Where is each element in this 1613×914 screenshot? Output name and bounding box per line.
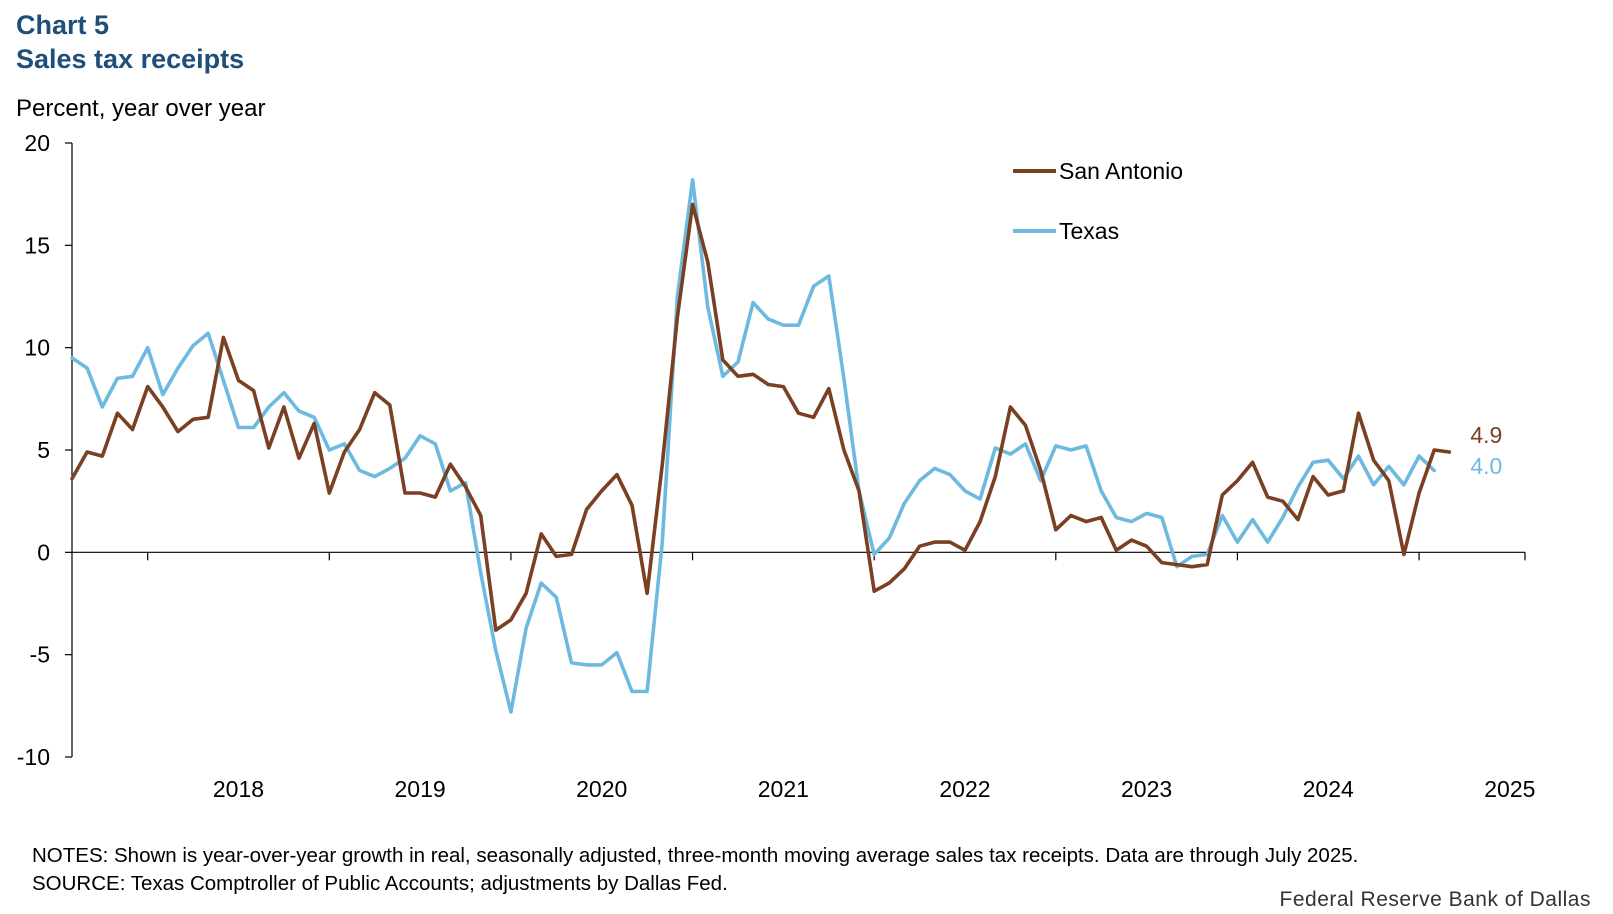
y-tick-label: -10 <box>17 744 50 770</box>
publisher-credit: Federal Reserve Bank of Dallas <box>1279 888 1591 911</box>
chart-title: Sales tax receipts <box>16 44 245 74</box>
legend-label: Texas <box>1059 218 1119 244</box>
x-tick-label: 2024 <box>1303 776 1354 802</box>
x-tick-label: 2019 <box>395 776 446 802</box>
x-tick-label: 2022 <box>939 776 990 802</box>
y-tick-label: 5 <box>37 437 50 463</box>
y-tick-label: 15 <box>24 232 50 258</box>
chart-number: Chart 5 <box>16 10 110 40</box>
chart-source: SOURCE: Texas Comptroller of Public Acco… <box>32 872 728 895</box>
x-tick-label: 2018 <box>213 776 264 802</box>
line-chart: -10 -5 0 5 10 15 20 2018 2019 2020 2021 2022 2023 202… <box>17 130 1536 802</box>
end-label: 4.0 <box>1470 453 1502 479</box>
y-tick-label: -5 <box>30 642 50 668</box>
x-tick-label: 2021 <box>758 776 809 802</box>
x-tick-label: 2023 <box>1121 776 1172 802</box>
series-line-texas <box>70 178 1436 714</box>
chart-axes: -10 -5 0 5 10 15 20 2018 2019 2020 2021 2022 2023 202… <box>17 130 1536 802</box>
end-labels: 4.94.0 <box>1470 422 1502 479</box>
y-tick-label: 10 <box>24 335 50 361</box>
end-label: 4.9 <box>1470 422 1502 448</box>
y-axis-label: Percent, year over year <box>16 95 266 122</box>
chart-legend: San Antonio Texas <box>1013 158 1183 244</box>
x-tick-label: 2020 <box>576 776 627 802</box>
chart-lines <box>70 178 1452 714</box>
y-tick-label: 0 <box>37 539 50 565</box>
x-tick-label: 2025 <box>1484 776 1535 802</box>
chart-notes: NOTES: Shown is year-over-year growth in… <box>32 844 1359 867</box>
y-tick-label: 20 <box>24 130 50 156</box>
legend-label: San Antonio <box>1059 158 1183 184</box>
series-line-san-antonio <box>70 202 1452 632</box>
